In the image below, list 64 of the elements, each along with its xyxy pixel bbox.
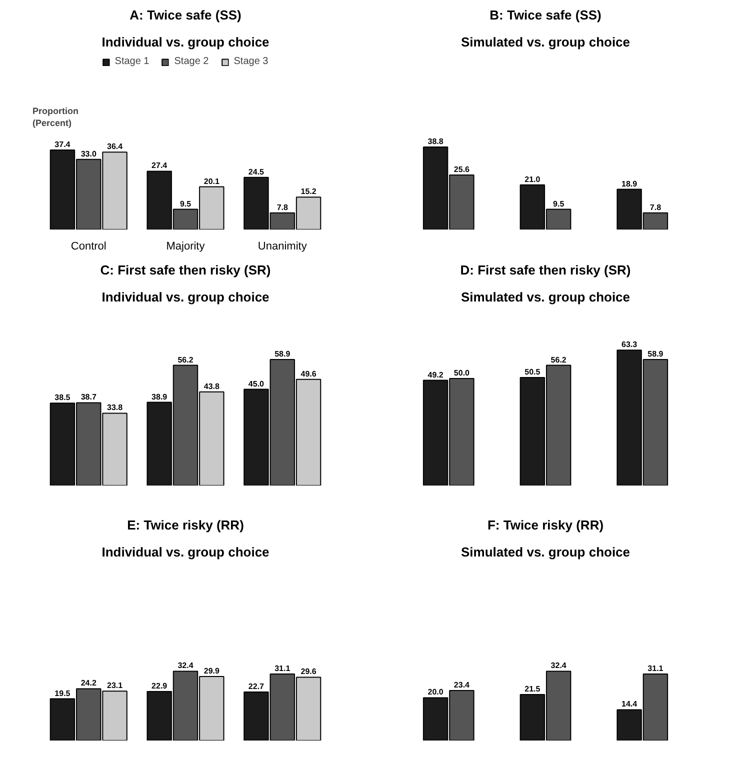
- data-label: 9.5: [180, 199, 192, 208]
- x-tick-label: Majority: [166, 240, 206, 252]
- data-label: 37.4: [54, 140, 71, 149]
- data-label: 15.2: [300, 187, 317, 196]
- data-label: 22.9: [152, 682, 168, 691]
- data-label: 50.5: [524, 367, 541, 376]
- data-label: 9.5: [553, 199, 565, 208]
- data-label: 33.0: [80, 149, 97, 158]
- data-label: 33.8: [106, 403, 124, 412]
- data-label: 21.0: [524, 174, 541, 184]
- chart-title: F: Twice risky (RR): [487, 518, 604, 532]
- data-label: 38.7: [80, 392, 97, 402]
- chart-subtitle: Simulated vs. group choice: [460, 290, 630, 304]
- data-label: 7.8: [276, 202, 288, 212]
- chart-subtitle: Individual vs. group choice: [102, 544, 270, 560]
- chart-title: D: First safe then risky (SR): [460, 262, 631, 278]
- data-label: 58.9: [274, 350, 291, 359]
- chart-title: B: Twice safe (SS): [490, 8, 602, 22]
- data-label: 32.4: [178, 661, 194, 670]
- chart-subtitle: Simulated vs. group choice: [460, 544, 630, 560]
- data-label: 32.4: [550, 661, 567, 670]
- data-label: 14.4: [622, 700, 638, 709]
- data-label: 29.9: [204, 666, 220, 676]
- data-label: 20.0: [428, 688, 444, 697]
- chart-subtitle: Individual vs. group choice: [102, 290, 270, 304]
- data-label: 38.5: [54, 393, 71, 402]
- data-label: 49.6: [300, 369, 317, 378]
- data-label: 49.2: [428, 370, 444, 380]
- data-label: 20.1: [204, 176, 220, 186]
- data-label: 22.7: [248, 682, 265, 691]
- chart-title: C: First safe then risky (SR): [100, 262, 271, 278]
- data-label: 56.2: [550, 355, 567, 364]
- chart-title: A: Twice safe (SS): [130, 8, 242, 22]
- data-label: 25.6: [454, 165, 470, 174]
- data-label: 21.5: [524, 684, 541, 694]
- data-label: 7.8: [650, 202, 662, 212]
- chart-title: E: Twice risky (RR): [127, 518, 244, 532]
- data-label: 50.0: [454, 368, 470, 378]
- data-label: 27.4: [152, 161, 168, 170]
- data-label: 56.2: [178, 355, 194, 364]
- chart-subtitle: Simulated vs. group choice: [460, 34, 630, 50]
- data-label: 24.2: [80, 678, 97, 688]
- data-label: 31.1: [648, 664, 664, 673]
- data-label: 24.5: [248, 167, 265, 176]
- legend-label: Stage 1: [114, 56, 150, 67]
- data-label: 29.6: [300, 667, 317, 676]
- x-tick-label: Unanimity: [258, 240, 308, 252]
- data-label: 31.1: [274, 664, 291, 673]
- data-label: 63.3: [622, 340, 638, 350]
- data-label: 19.5: [54, 688, 71, 698]
- y-axis-title: Proportion (Percent): [32, 106, 78, 128]
- data-label: 43.8: [204, 382, 220, 391]
- x-tick-label: Control: [70, 240, 106, 252]
- data-label: 58.9: [648, 350, 664, 359]
- data-label: 38.9: [152, 392, 168, 402]
- data-label: 45.0: [248, 379, 265, 388]
- data-label: 36.4: [106, 142, 124, 152]
- legend-label: Stage 3: [234, 56, 268, 67]
- data-label: 18.9: [622, 179, 638, 188]
- chart-subtitle: Individual vs. group choice: [102, 34, 270, 50]
- data-label: 38.8: [428, 136, 444, 146]
- data-label: 23.4: [454, 680, 470, 690]
- data-label: 23.1: [106, 681, 124, 690]
- legend-label: Stage 2: [174, 56, 209, 67]
